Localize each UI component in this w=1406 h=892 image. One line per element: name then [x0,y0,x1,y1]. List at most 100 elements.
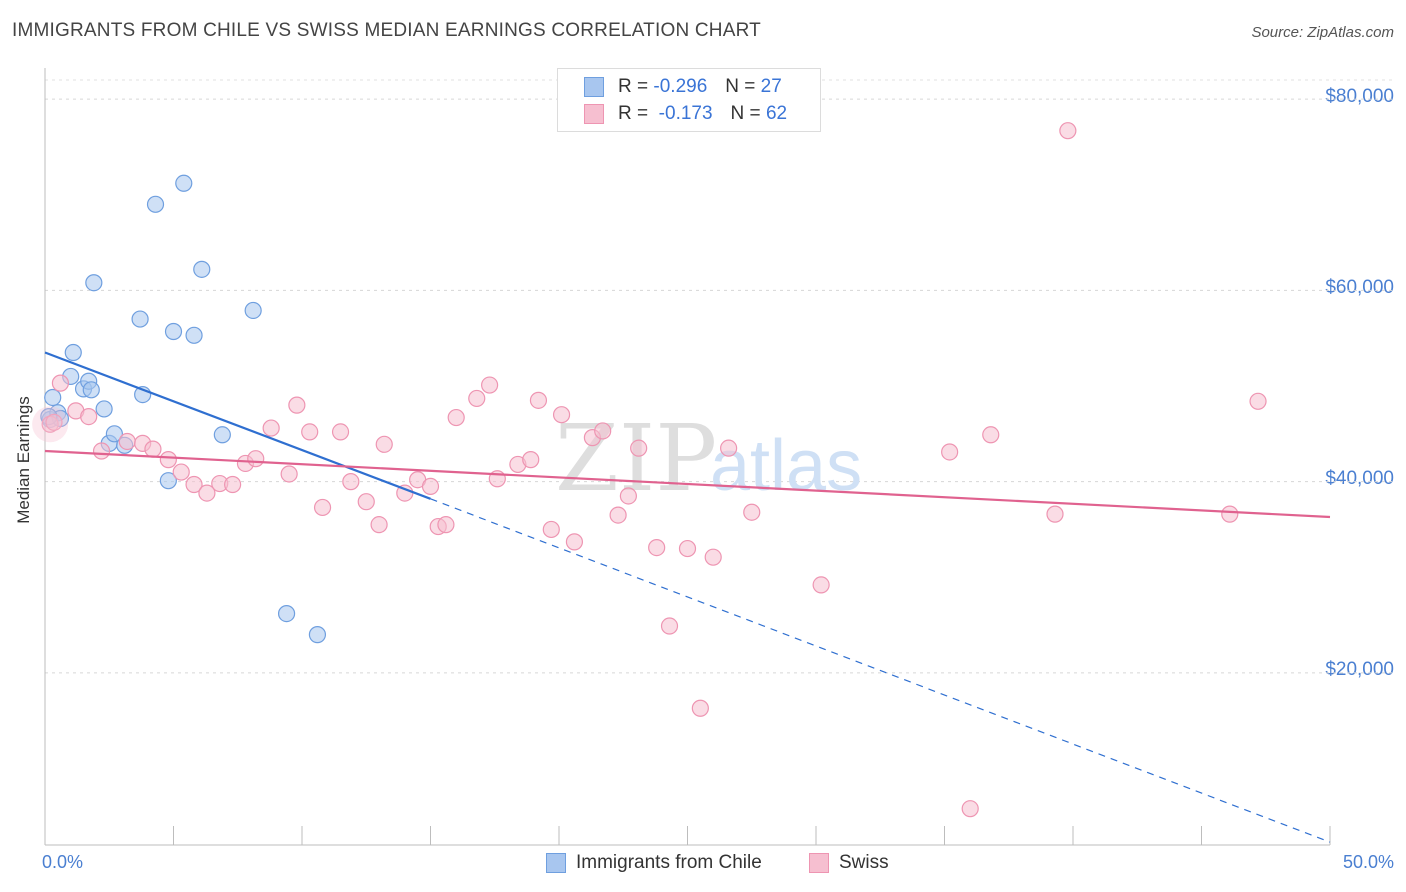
chile-data-point [308,626,327,644]
swiss-data-point [961,800,979,818]
bottom-legend-label-swiss: Swiss [839,852,889,873]
swiss-data-point [941,443,959,461]
legend-row-chile: R = -0.296 N = 27 [584,75,782,99]
chile-data-point [64,343,82,362]
chile-data-point [159,472,177,490]
legend-r-label: R = [618,76,649,97]
swiss-cluster-point [32,406,69,443]
swiss-data-point [159,451,177,469]
y-tick-label: $80,000 [1325,86,1394,107]
swiss-data-point [280,465,298,483]
swiss-data-point [1221,505,1239,523]
swiss-data-point [45,413,63,431]
swiss-data-point [522,451,540,469]
swiss-data-point [594,422,612,440]
legend-r-value-chile: -0.296 [653,76,708,97]
y-tick-label: $20,000 [1325,659,1394,680]
chile-trend-extension [430,498,1331,843]
legend-n-label: N = [725,76,756,97]
swiss-data-point [172,463,190,481]
swiss-data-point [357,493,375,511]
swiss-data-point [812,576,830,594]
swiss-data-point [691,699,709,717]
chile-data-point [131,310,149,328]
swiss-data-point [481,376,499,394]
swiss-data-point [92,442,111,460]
swiss-data-point [678,539,697,558]
chile-data-point [146,195,165,213]
chile-data-point [175,174,193,192]
bottom-legend-label-chile: Immigrants from Chile [576,852,762,873]
swiss-data-point [288,396,306,414]
swiss-data-point [660,617,679,635]
swiss-data-point [529,391,548,409]
swiss-data-point [144,440,162,458]
x-tick-label: 50.0% [1342,852,1394,872]
swiss-data-point [262,419,280,437]
swiss-data-point [331,423,350,441]
legend-n-label: N = [730,103,761,124]
swiss-data-point [80,408,98,426]
swiss-data-point [552,406,571,424]
swiss-data-point [313,498,332,517]
chile-data-point [193,260,211,278]
legend-n-value-swiss: 62 [765,103,788,124]
swiss-data-point [370,516,388,534]
chile-data-point [213,426,231,444]
swiss-data-point [630,439,648,457]
chile-data-point [95,400,113,418]
legend-n-value-chile: 27 [760,76,782,97]
swiss-data-point [565,533,584,551]
swiss-data-point [648,539,666,557]
y-tick-label: $60,000 [1325,277,1394,298]
chile-data-point [244,301,262,320]
swiss-data-point [198,484,216,502]
chile-data-point [277,604,296,623]
watermark-atlas: atlas [710,426,862,506]
swiss-data-point [342,473,360,491]
swiss-data-point [468,389,486,408]
swiss-data-point [301,423,319,441]
swiss-data-point [447,408,465,427]
bottom-legend-swatch-swiss [809,853,829,873]
swiss-data-point [51,374,70,392]
bottom-legend-chile: Immigrants from Chile [546,852,762,874]
swiss-data-point [982,426,1000,444]
swiss-data-point [1046,505,1064,523]
x-tick-label: 0.0% [42,852,84,872]
swiss-data-point [720,439,738,457]
chart-source: Source: ZipAtlas.com [1251,24,1394,41]
swiss-data-point [609,506,627,524]
legend-r-value-swiss: -0.173 [658,103,713,124]
chile-data-point [44,388,62,407]
bottom-legend-swiss: Swiss [809,852,889,874]
legend-row-swiss: R = -0.173 N = 62 [584,102,787,126]
legend-swatch-chile [584,77,604,97]
chart-title: IMMIGRANTS FROM CHILE VS SWISS MEDIAN EA… [12,20,761,41]
chile-data-point [82,381,100,399]
chile-trend-line [44,351,431,500]
swiss-data-point [704,548,722,566]
correlation-legend: R = -0.296 N = 27 R = -0.173 N = 62 [557,68,821,132]
chile-data-point [105,425,123,443]
legend-r-label: R = [618,103,649,124]
legend-swatch-swiss [584,104,604,124]
bottom-legend-swatch-chile [546,853,566,873]
swiss-data-point [542,520,560,539]
swiss-data-point [1059,122,1077,140]
swiss-data-point [247,450,265,468]
chile-data-point [185,326,203,344]
y-tick-label: $40,000 [1325,468,1394,489]
swiss-trend-line [44,449,1331,519]
chile-data-point [85,274,103,292]
swiss-data-point [375,435,393,453]
swiss-data-point [118,432,136,451]
swiss-data-point [743,503,761,521]
chile-data-point [164,322,183,341]
swiss-data-point [421,477,440,496]
swiss-data-point [619,487,637,505]
swiss-data-point [224,475,242,494]
swiss-data-point [437,516,455,534]
swiss-data-point [1249,392,1267,410]
